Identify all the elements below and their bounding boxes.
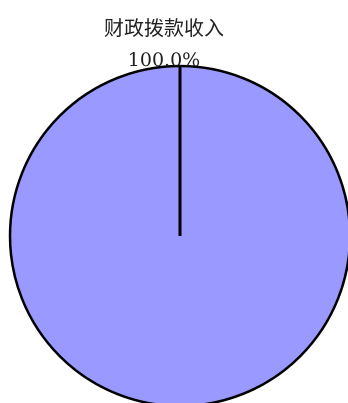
slice-category-label: 财政拨款收入 <box>104 16 224 40</box>
slice-percent-label: 100.0% <box>128 49 200 71</box>
